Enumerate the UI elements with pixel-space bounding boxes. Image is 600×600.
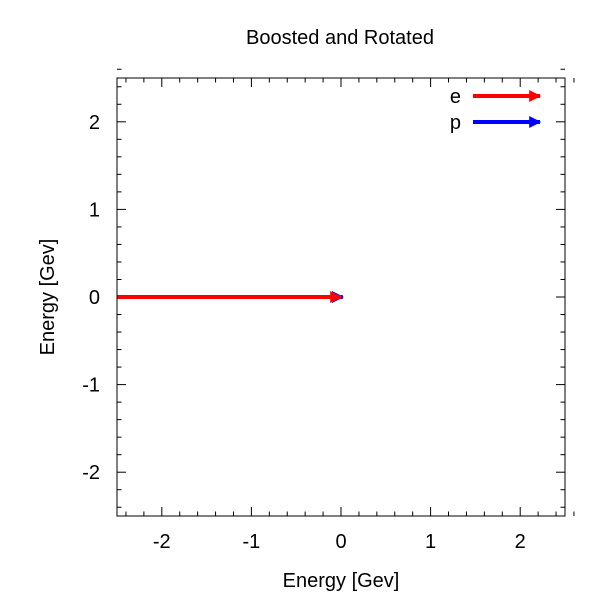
y-tick-label: 0 <box>89 287 100 309</box>
x-tick-label: 0 <box>335 531 346 553</box>
chart-title: Boosted and Rotated <box>246 27 434 49</box>
x-tick-labels: -2 -1 0 1 2 <box>153 531 526 553</box>
legend: ep <box>450 86 542 134</box>
y-axis-label: Energy [Gev] <box>37 239 59 356</box>
axis-ticks <box>117 68 575 516</box>
x-tick-label: 2 <box>515 531 526 553</box>
x-axis-label: Energy [Gev] <box>283 570 400 592</box>
x-tick-label: -2 <box>153 531 171 553</box>
y-tick-label: 2 <box>89 112 100 134</box>
y-tick-label: 1 <box>89 199 100 221</box>
legend-label-e: e <box>450 86 461 108</box>
x-tick-label: 1 <box>425 531 436 553</box>
y-tick-label: -2 <box>82 462 100 484</box>
y-tick-label: -1 <box>82 375 100 397</box>
legend-label-p: p <box>450 112 461 134</box>
x-tick-label: -1 <box>243 531 261 553</box>
plot-frame <box>116 77 566 517</box>
y-tick-labels: -2 -1 0 1 2 <box>82 112 100 484</box>
